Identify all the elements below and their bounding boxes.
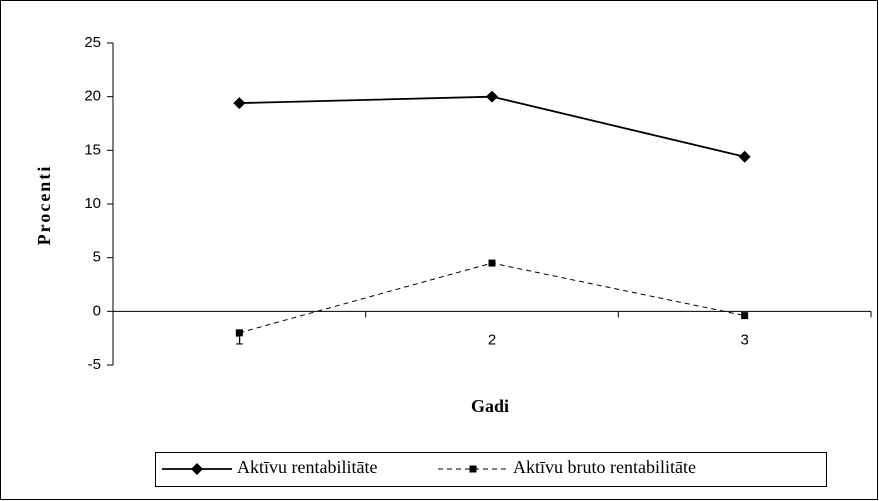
marker: [488, 259, 496, 267]
y-tick-label: 0: [93, 302, 101, 319]
marker: [738, 150, 751, 163]
y-tick-label: 20: [84, 88, 101, 105]
marker: [235, 329, 243, 337]
marker: [486, 90, 498, 103]
legend-label: Aktīvu bruto rentabilitāte: [513, 457, 696, 477]
y-tick-label: 5: [93, 249, 101, 266]
marker: [191, 463, 203, 475]
x-tick-label: 2: [488, 331, 496, 348]
legend-label: Aktīvu rentabilitāte: [237, 457, 377, 477]
legend-box: [155, 452, 827, 487]
y-tick-label: 25: [84, 34, 101, 51]
y-axis-label: Procenti: [34, 165, 54, 246]
marker: [741, 312, 749, 320]
marker: [469, 465, 477, 473]
x-axis-label: Gadi: [471, 396, 509, 416]
x-tick-label: 1: [235, 331, 243, 348]
y-tick-label: 10: [84, 195, 101, 212]
y-tick-label: -5: [88, 356, 101, 373]
marker: [233, 97, 246, 110]
x-tick-label: 3: [740, 331, 748, 348]
y-tick-label: 15: [84, 141, 101, 158]
